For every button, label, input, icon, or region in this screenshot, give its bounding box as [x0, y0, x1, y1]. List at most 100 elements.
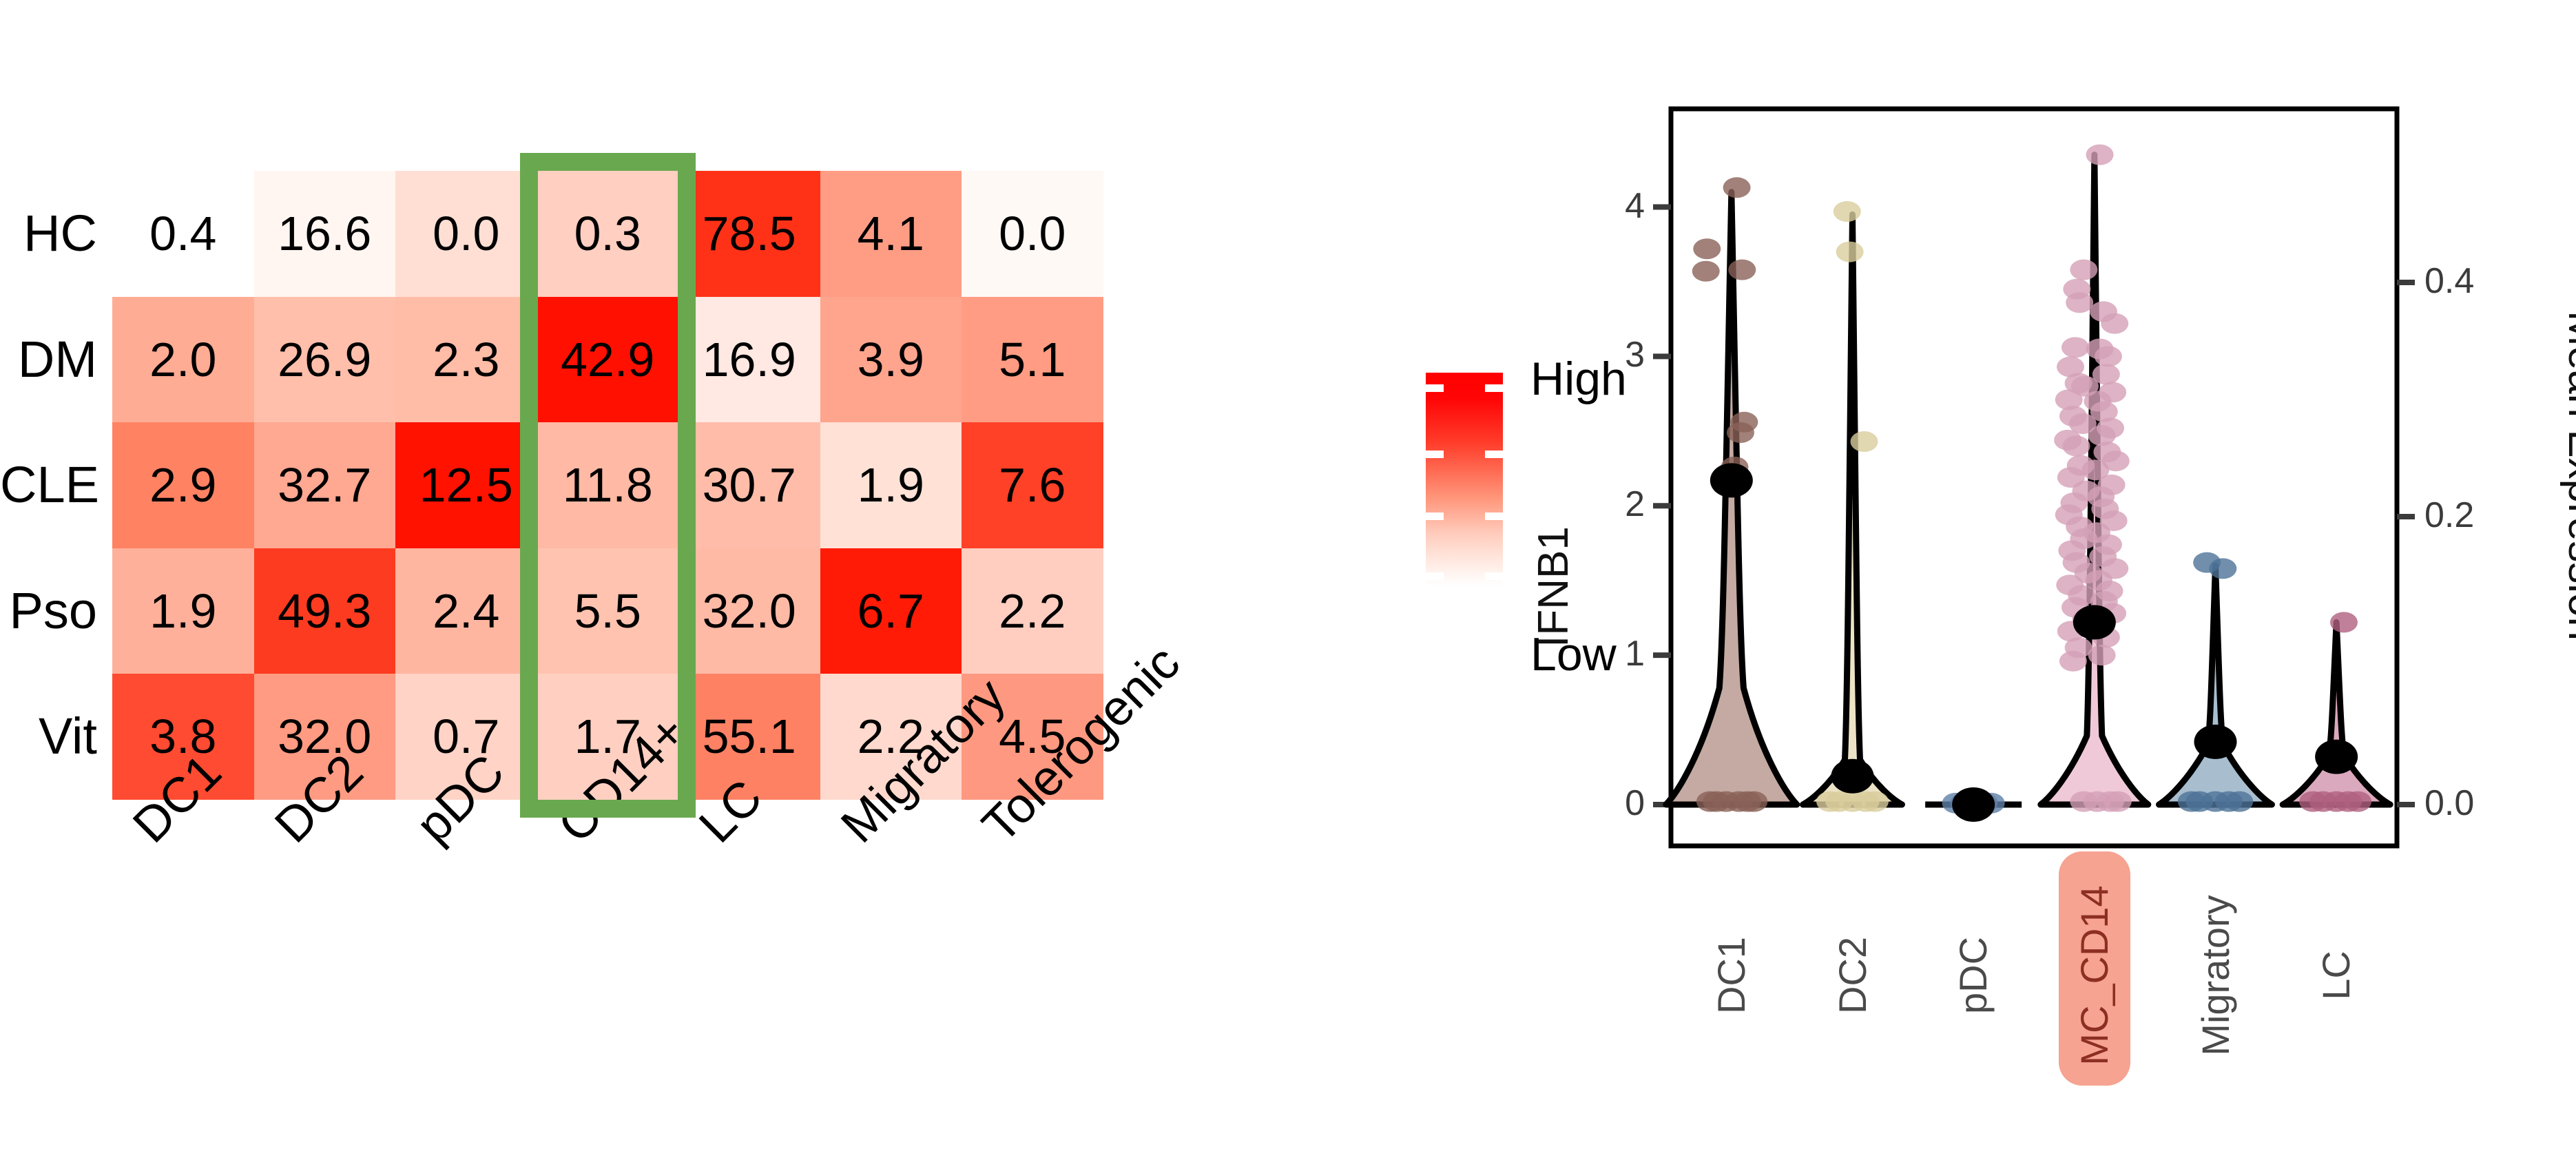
violin-y-axis-label-right: Mean Expression	[2559, 311, 2576, 641]
violin-data-point	[1816, 791, 1845, 812]
heatmap-row-label: DM	[17, 330, 97, 388]
colorbar-gradient	[1426, 373, 1503, 586]
colorbar-tick	[1485, 513, 1503, 521]
violin-left-tick-label: 0	[1625, 783, 1645, 823]
violin-mean-marker	[1831, 758, 1874, 794]
violin-data-point	[2070, 375, 2099, 397]
violin-plot-panel: 0 1 2 3 4 0.0 0.2 0.4 DC1 DC2 pDC MC_CD14 Migrator…	[1530, 0, 2576, 1149]
violin-data-point	[2081, 459, 2110, 481]
heatmap-cell: 3.9	[820, 296, 962, 422]
heatmap-cell: 6.7	[820, 548, 962, 674]
violin-right-tick-label: 0.2	[2424, 495, 2475, 535]
violin-data-point	[2329, 612, 2358, 633]
violin-data-point	[1723, 177, 1751, 198]
heatmap-cell: 32.0	[678, 548, 820, 674]
violin-data-point	[2090, 401, 2118, 422]
violin-data-point	[2062, 435, 2090, 457]
violin-data-point	[2225, 791, 2254, 812]
violin-data-point	[1692, 260, 1720, 282]
heatmap-cell: 0.4	[112, 171, 254, 297]
violin-data-point	[2068, 413, 2097, 434]
violin-data-point	[2101, 313, 2129, 334]
colorbar-low-label: Low	[1530, 628, 1617, 681]
violin-data-point	[1740, 791, 1768, 812]
mc-cd14-label-highlight	[2058, 851, 2130, 1086]
heatmap-cell: 11.8	[537, 422, 678, 548]
violin-category-label-lc: LC	[2314, 951, 2358, 1000]
violin-category-label-pdc: pDC	[1951, 936, 1995, 1015]
heatmap-row-label: Pso	[9, 581, 97, 639]
violin-data-point	[1850, 431, 1878, 452]
violin-data-point	[2086, 144, 2114, 165]
violin-mean-marker	[2073, 605, 2116, 640]
heatmap-cell: 2.3	[395, 296, 537, 422]
heatmap-panel: 0.4 16.6 0.0 0.3 78.5 4.1 0.0 2.0 26.9 2.3 42.9 16.…	[0, 153, 1627, 853]
heatmap-cell: 16.9	[678, 296, 820, 422]
colorbar-tick	[1485, 451, 1503, 459]
violin-category-label-dc1: DC1	[1709, 936, 1753, 1015]
violin-left-tick-label: 2	[1625, 484, 1645, 525]
violin-y-axis-label-left: IFNB1	[1530, 526, 1577, 648]
violin-data-point	[1836, 241, 1864, 262]
violin-data-point	[2088, 425, 2116, 446]
violin-mean-marker	[2315, 739, 2358, 774]
heatmap-cell: 7.6	[962, 422, 1103, 548]
heatmap-cell: 42.9	[537, 296, 678, 422]
violin-data-point	[1728, 259, 1756, 280]
violin-data-point	[1860, 791, 1889, 812]
violin-category-label-dc2: DC2	[1830, 936, 1874, 1015]
violin-mean-marker	[1710, 463, 1753, 498]
violin-category-label-migratory: Migratory	[2193, 895, 2237, 1056]
colorbar-tick	[1426, 384, 1444, 393]
violin-data-point	[2070, 259, 2098, 280]
heatmap-cell: 1.9	[112, 548, 254, 674]
heatmap-cell: 0.0	[962, 171, 1103, 297]
violin-data-point	[2209, 558, 2237, 579]
violin-left-tick-label: 3	[1625, 335, 1645, 375]
violin-data-point	[2066, 292, 2094, 313]
colorbar-tick	[1426, 513, 1444, 521]
heatmap-cell: 30.7	[678, 422, 820, 548]
heatmap-cell: 49.3	[253, 548, 395, 674]
heatmap-cell: 12.5	[395, 422, 537, 548]
violin-data-point	[1726, 422, 1754, 443]
violin-mean-marker	[1952, 787, 1995, 822]
violin-data-point	[1833, 201, 1861, 222]
violin-data-point	[2057, 356, 2085, 377]
violin-data-point	[1696, 791, 1724, 812]
violin-right-tick-label: 0.4	[2424, 261, 2475, 301]
heatmap-cell: 4.1	[820, 171, 962, 297]
violin-data-point	[2101, 451, 2130, 472]
violin-body	[2156, 562, 2275, 808]
heatmap-cell: 16.6	[253, 171, 395, 297]
heatmap-cell: 55.1	[678, 674, 820, 800]
heatmap-row-label: HC	[23, 205, 97, 262]
colorbar-high-label: High	[1530, 353, 1627, 405]
heatmap-cell: 32.0	[253, 674, 395, 800]
heatmap-cell: 26.9	[253, 296, 395, 422]
heatmap-cell: 2.9	[112, 422, 254, 548]
heatmap-cell: 2.2	[820, 674, 962, 800]
heatmap-cell: 0.7	[395, 674, 537, 800]
violin-left-tick-label: 1	[1625, 634, 1645, 674]
heatmap-cell: 0.3	[537, 171, 678, 297]
heatmap-cell: 3.8	[112, 674, 254, 800]
heatmap-cell: 78.5	[678, 171, 820, 297]
violin-mean-marker	[2194, 724, 2237, 759]
violin-left-tick-label: 4	[1625, 185, 1645, 226]
violin-data-point	[2083, 791, 2111, 812]
heatmap-row-label: CLE	[0, 456, 99, 514]
violin-data-point	[2061, 337, 2090, 358]
violin-body	[1663, 189, 1800, 808]
colorbar-tick	[1485, 384, 1503, 393]
colorbar-tick	[1426, 451, 1444, 459]
violin-data-point	[2092, 364, 2120, 385]
violin-category-label-mc_cd14: MC_CD14	[2072, 885, 2116, 1066]
violin-data-point	[2055, 389, 2083, 411]
violin-plot-frame	[1668, 106, 2400, 849]
heatmap-cell: 1.9	[820, 422, 962, 548]
heatmap-cell: 4.5	[962, 674, 1103, 800]
colorbar-tick	[1485, 572, 1503, 580]
violin-body	[2279, 619, 2393, 808]
violin-data-point	[2177, 791, 2205, 812]
